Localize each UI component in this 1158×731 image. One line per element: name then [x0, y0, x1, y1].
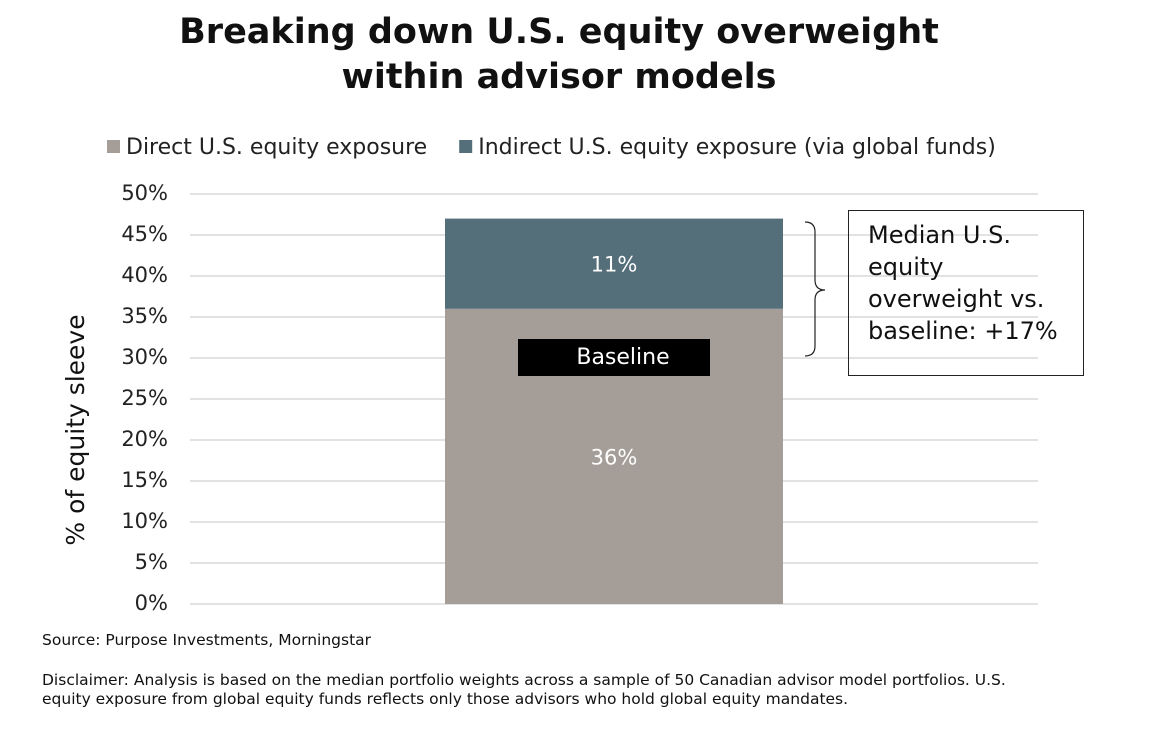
- legend-label: Indirect U.S. equity exposure (via globa…: [478, 135, 996, 160]
- data-label: 36%: [591, 445, 638, 469]
- legend-swatch: [107, 140, 120, 153]
- data-label: 11%: [591, 253, 638, 277]
- source: Source: Purpose Investments, Morningstar: [42, 631, 372, 649]
- y-tick-label: 35%: [121, 304, 168, 328]
- baseline-box: [518, 339, 710, 376]
- y-tick-label: 25%: [121, 386, 168, 410]
- legend-swatch: [459, 140, 473, 153]
- y-tick-label: 20%: [121, 427, 168, 451]
- y-tick-label: 15%: [121, 468, 168, 492]
- y-axis-label: % of equity sleeve: [61, 314, 90, 545]
- bar-segment: [445, 218, 783, 309]
- chart-title: Breaking down U.S. equity overweight wit…: [179, 12, 939, 97]
- annotation: Median U.S. equity overweight vs. baseli…: [848, 210, 1084, 376]
- disclaimer: Disclaimer: Analysis is based on the med…: [42, 671, 1006, 708]
- y-tick-label: 45%: [121, 222, 168, 246]
- y-tick-label: 40%: [121, 263, 168, 287]
- y-tick-label: 30%: [121, 345, 168, 369]
- y-tick-label: 0%: [135, 591, 168, 615]
- brace: [804, 221, 826, 357]
- baseline-label: Baseline: [576, 345, 669, 370]
- y-tick-label: 10%: [121, 509, 168, 533]
- legend-label: Direct U.S. equity exposure: [126, 135, 427, 160]
- y-tick-label: 50%: [121, 181, 168, 205]
- y-tick-label: 5%: [135, 550, 168, 574]
